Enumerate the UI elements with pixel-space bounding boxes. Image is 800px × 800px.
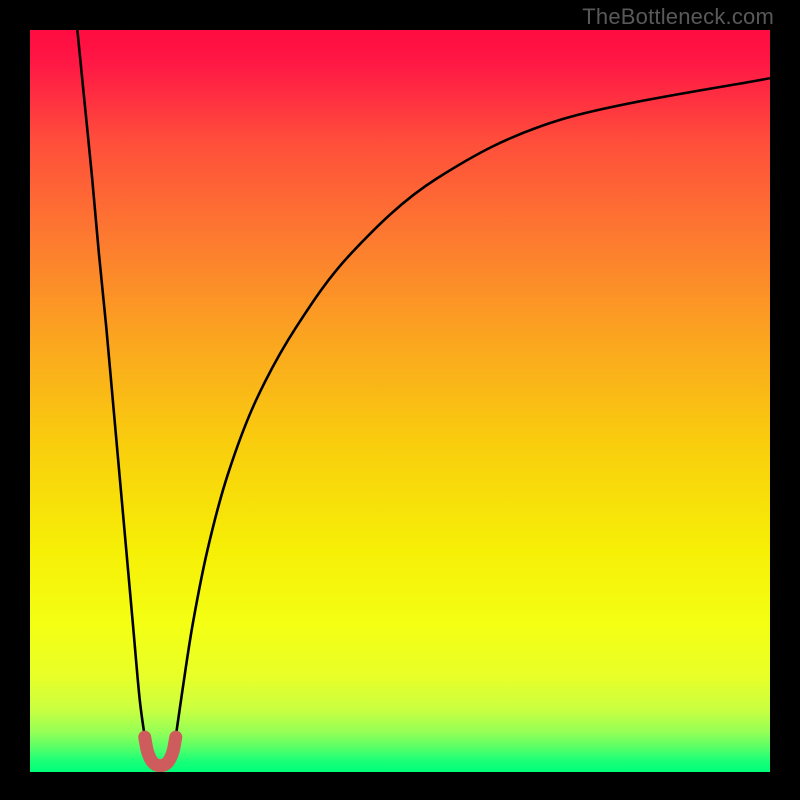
watermark-text: TheBottleneck.com (582, 4, 774, 30)
chart-background-gradient (30, 30, 770, 772)
chart-plot-area (30, 30, 770, 772)
